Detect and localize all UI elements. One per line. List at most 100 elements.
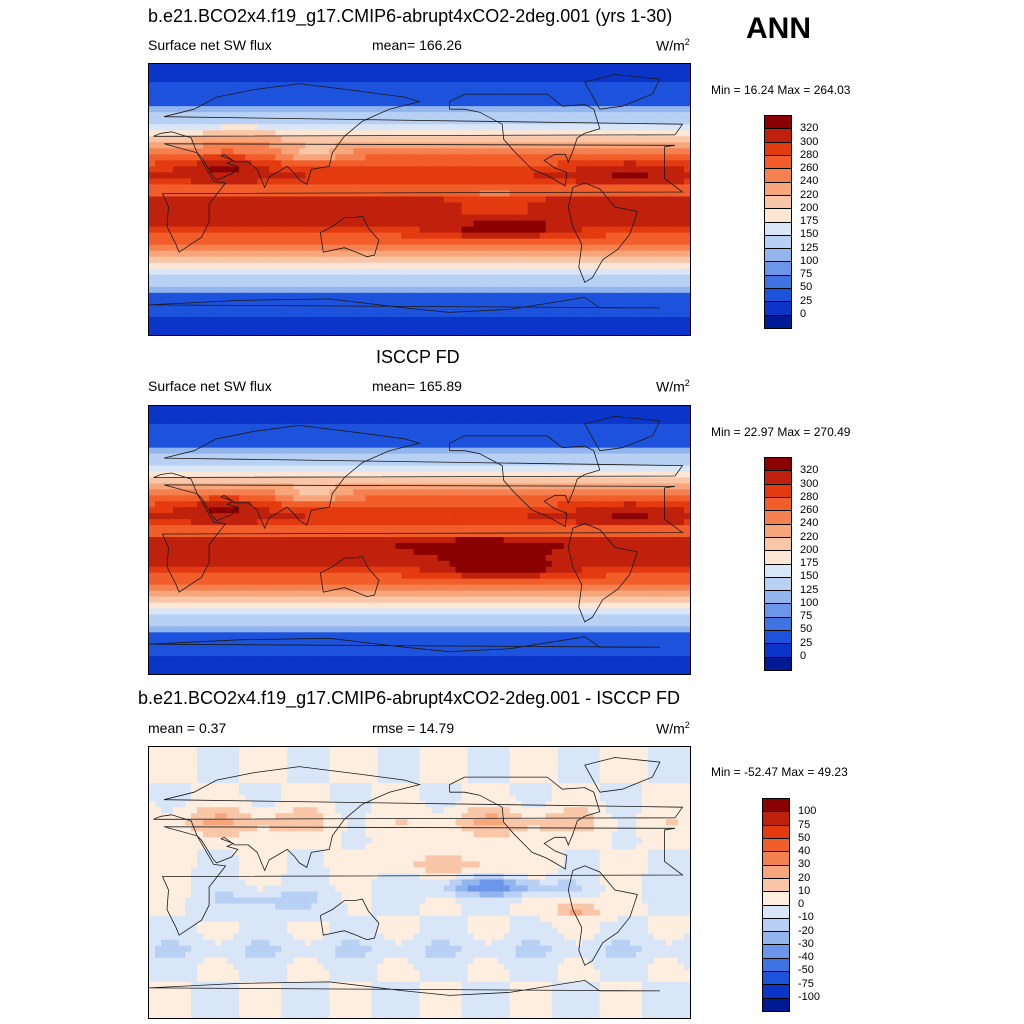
field-cell [389, 423, 397, 431]
field-cell [461, 429, 469, 437]
field-cell [185, 423, 192, 431]
field-cell [323, 232, 330, 240]
field-cell [407, 226, 415, 234]
field-cell [371, 202, 379, 210]
field-cell [677, 406, 685, 413]
field-cell [437, 310, 445, 318]
field-cell [545, 274, 553, 282]
field-cell [437, 220, 445, 228]
field-cell [347, 250, 354, 258]
field-cell [455, 310, 463, 318]
field-cell [377, 417, 385, 425]
field-cell [641, 226, 649, 234]
field-cell [551, 172, 559, 180]
field-cell [467, 130, 475, 137]
field-cell [377, 268, 385, 276]
field-cell [281, 232, 288, 240]
field-cell [611, 112, 619, 119]
field-cell [161, 304, 168, 312]
field-cell [311, 310, 318, 318]
field-cell [605, 184, 613, 192]
field-cell [371, 256, 379, 264]
field-cell [329, 196, 336, 204]
field-cell [293, 441, 300, 449]
field-cell [587, 435, 595, 443]
field-cell [323, 142, 330, 149]
field-cell [605, 190, 613, 198]
field-cell [215, 124, 222, 131]
field-cell [629, 70, 637, 77]
field-cell [581, 202, 589, 210]
field-cell [467, 82, 475, 89]
field-cell [401, 262, 409, 270]
field-cell [245, 429, 252, 437]
field-cell [173, 154, 180, 161]
field-cell [161, 256, 168, 264]
field-cell [455, 208, 463, 216]
field-cell [593, 304, 601, 312]
field-cell [197, 316, 204, 324]
field-cell [515, 406, 523, 413]
field-cell [257, 88, 264, 95]
field-cell [293, 459, 300, 467]
field-cell [443, 94, 451, 101]
field-cell [341, 142, 348, 149]
field-cell [533, 453, 541, 461]
field-cell [455, 406, 463, 413]
field-cell [263, 178, 270, 186]
field-cell [623, 244, 631, 252]
field-cell [683, 178, 690, 186]
field-cell [167, 214, 174, 222]
field-cell [299, 136, 306, 143]
field-cell [569, 328, 577, 335]
field-cell [347, 441, 354, 449]
field-cell [317, 208, 324, 216]
field-cell [473, 328, 481, 335]
field-cell [497, 429, 505, 437]
field-cell [677, 220, 685, 228]
field-cell [245, 166, 252, 173]
field-cell [551, 88, 559, 95]
field-cell [515, 250, 523, 258]
colorbar-swatch [765, 116, 791, 130]
field-cell [221, 70, 228, 77]
field-cell [521, 423, 529, 431]
field-cell [173, 310, 180, 318]
field-cell [329, 411, 336, 419]
field-cell [233, 310, 240, 318]
field-cell [491, 232, 499, 240]
field-cell [623, 82, 631, 89]
field-cell [233, 459, 240, 467]
field-cell [473, 184, 481, 192]
field-cell [401, 316, 409, 324]
field-cell [161, 148, 168, 155]
field-cell [641, 441, 649, 449]
field-cell [473, 250, 481, 258]
field-cell [461, 64, 469, 71]
field-cell [245, 88, 252, 95]
field-cell [437, 178, 445, 186]
field-cell [215, 417, 222, 425]
field-cell [611, 423, 619, 431]
field-cell [347, 262, 354, 270]
field-cell [185, 328, 192, 335]
field-cell [233, 166, 240, 173]
field-cell [173, 244, 180, 252]
field-cell [401, 447, 409, 455]
field-cell [557, 184, 565, 192]
field-cell [299, 459, 306, 467]
field-cell [293, 130, 300, 137]
field-cell [479, 124, 487, 131]
field-cell [311, 100, 318, 107]
field-cell [389, 429, 397, 437]
field-cell [215, 142, 222, 149]
field-cell [641, 160, 649, 167]
field-cell [185, 310, 192, 318]
field-cell [287, 262, 294, 270]
field-cell [383, 130, 391, 137]
field-cell [203, 178, 210, 186]
field-cell [287, 441, 294, 449]
field-cell [269, 298, 276, 306]
field-cell [227, 304, 234, 312]
field-cell [227, 441, 234, 449]
